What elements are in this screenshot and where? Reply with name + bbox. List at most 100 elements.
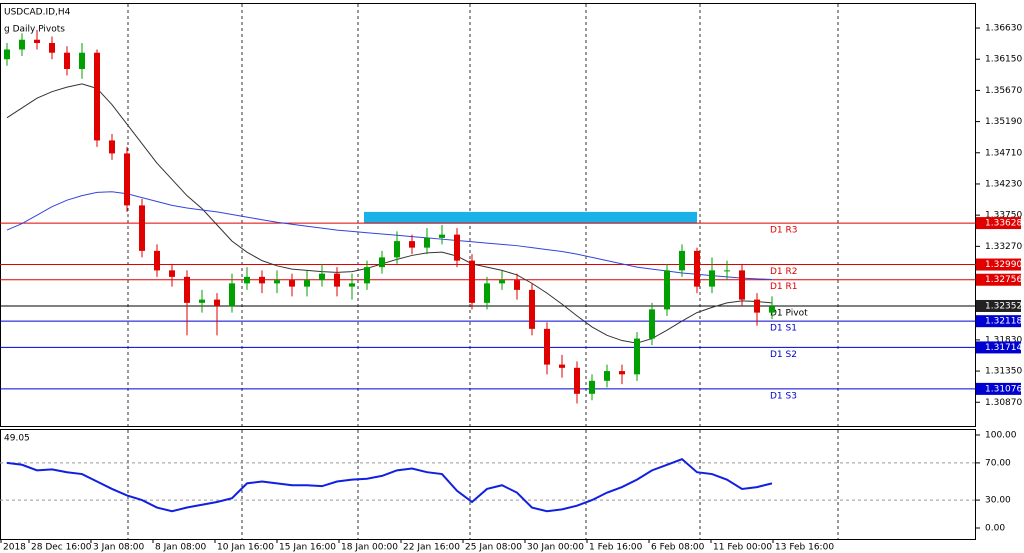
pivot-name: D1 Pivot <box>770 308 808 318</box>
candle-body <box>379 257 385 268</box>
candle-body <box>589 380 595 394</box>
candle-body <box>484 283 490 303</box>
candle-body <box>604 371 610 381</box>
candle-body <box>454 234 460 261</box>
candle-body <box>544 328 550 365</box>
x-tick-label: 15 Jan 16:00 <box>279 543 336 553</box>
candle-body <box>769 306 775 313</box>
candle-body <box>184 276 190 303</box>
candle-body <box>64 52 70 69</box>
candle-body <box>529 289 535 329</box>
candle-body <box>349 283 355 287</box>
y-tick-label: 1.34230 <box>985 179 1022 189</box>
pivot-price-label: 1.32990 <box>985 260 1022 270</box>
candle-body <box>754 299 760 313</box>
candle-body <box>199 299 205 303</box>
candle-body <box>274 280 280 284</box>
chart-title: USDCAD.ID,H4 <box>4 8 71 18</box>
pivot-price-box <box>976 217 1021 230</box>
candle-body <box>19 39 25 50</box>
supply-zone <box>364 211 697 224</box>
pivot-price-label: 1.31076 <box>985 384 1022 394</box>
pivot-price-box <box>976 315 1021 328</box>
x-tick-label: 8 Jan 08:00 <box>155 543 207 553</box>
candle-body <box>574 367 580 394</box>
price-panel-frame <box>0 3 976 427</box>
candle-body <box>724 270 730 272</box>
pivot-price-label: 1.32118 <box>985 317 1022 327</box>
candle-body <box>229 283 235 307</box>
candle-body <box>109 140 115 154</box>
candle-body <box>709 270 715 287</box>
candle-body <box>154 250 160 271</box>
candle-body <box>394 241 400 258</box>
pivot-price-box <box>976 273 1021 286</box>
x-tick-label: 13 Feb 16:00 <box>775 543 834 553</box>
pivot-price-box <box>976 382 1021 395</box>
candle-body <box>469 260 475 303</box>
oscillator-panel-frame <box>0 429 976 540</box>
x-tick-label: 10 Jan 16:00 <box>217 543 274 553</box>
candle-body <box>139 205 145 251</box>
x-tick-label: 1 Feb 16:00 <box>589 543 643 553</box>
candle-body <box>619 371 625 375</box>
osc-tick-label: 30.00 <box>985 496 1011 506</box>
oscillator-value: 49.05 <box>4 434 30 444</box>
candle-body <box>79 52 85 69</box>
candle-body <box>634 338 640 375</box>
pivot-name: D1 S2 <box>770 350 797 360</box>
candle-body <box>694 250 700 287</box>
y-tick-label: 1.33270 <box>985 242 1022 252</box>
osc-tick-label: 100.00 <box>985 431 1017 441</box>
candle-body <box>409 241 415 248</box>
candle-body <box>424 237 430 248</box>
candle-body <box>499 280 505 284</box>
candle-body <box>124 153 130 206</box>
candle-body <box>94 52 100 141</box>
y-tick-label: 1.31350 <box>985 367 1022 377</box>
y-tick-label: 1.36630 <box>985 24 1022 34</box>
x-tick-label: 2018 <box>3 543 26 553</box>
pivot-price-box <box>976 258 1021 271</box>
pivot-name: D1 R3 <box>770 226 798 236</box>
pivot-price-box <box>976 341 1021 354</box>
candle-body <box>439 234 445 238</box>
candle-body <box>559 364 565 368</box>
candle-body <box>514 280 520 290</box>
x-tick-label: 28 Dec 16:00 <box>31 543 92 553</box>
y-tick-label: 1.35190 <box>985 117 1022 127</box>
candle-body <box>49 42 55 53</box>
x-tick-label: 18 Jan 00:00 <box>341 543 398 553</box>
pivot-price-label: 1.32756 <box>985 275 1022 285</box>
candle-body <box>259 276 265 284</box>
pivot-price-label: 1.33628 <box>985 219 1022 229</box>
candle-body <box>304 280 310 287</box>
x-tick-label: 30 Jan 00:00 <box>527 543 584 553</box>
pivot-price-label: 1.31714 <box>985 343 1022 353</box>
candle-body <box>169 270 175 277</box>
y-tick-label: 1.31830 <box>985 335 1022 345</box>
pivot-name: D1 S1 <box>770 324 797 334</box>
candle-body <box>739 270 745 300</box>
candle-body <box>34 39 40 43</box>
candle-body <box>334 273 340 287</box>
candle-body <box>244 276 250 284</box>
candle-body <box>679 250 685 271</box>
pivot-name: D1 R1 <box>770 282 798 292</box>
candle-body <box>289 280 295 287</box>
moving-average <box>6 191 773 280</box>
x-tick-label: 3 Jan 08:00 <box>93 543 145 553</box>
candle-body <box>649 309 655 339</box>
current-price-label: 1.32352 <box>985 301 1022 311</box>
x-tick-label: 11 Feb 00:00 <box>713 543 772 553</box>
y-tick-label: 1.36150 <box>985 55 1022 65</box>
plot-layer: 1.36630 1.36150 1.35670 1.35190 1.34710 1.342… <box>0 4 1022 553</box>
osc-tick-label: 70.00 <box>985 458 1011 468</box>
y-tick-label: 1.30870 <box>985 398 1022 408</box>
y-tick-label: 1.34710 <box>985 148 1022 158</box>
pivot-name: D1 R2 <box>770 267 798 277</box>
osc-tick-label: 0.00 <box>985 524 1005 534</box>
current-price-box <box>976 299 1021 312</box>
